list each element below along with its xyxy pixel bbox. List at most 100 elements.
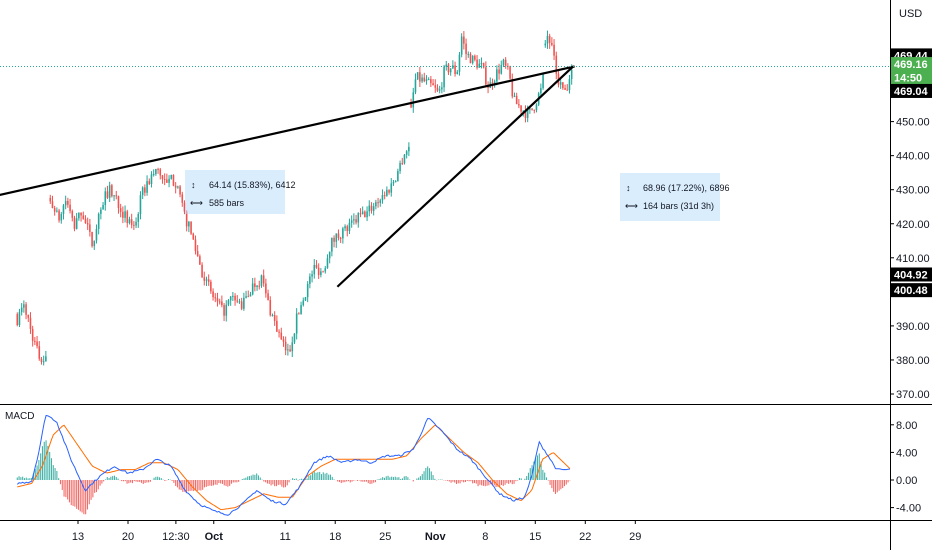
candle-body bbox=[423, 77, 426, 82]
candle-body bbox=[328, 251, 331, 259]
candle-body bbox=[137, 214, 140, 222]
candle-body bbox=[150, 174, 153, 185]
candlestick-series bbox=[16, 30, 573, 366]
time-tick-label: 12:30 bbox=[162, 531, 190, 543]
candle-body bbox=[282, 339, 285, 342]
candle-body bbox=[551, 42, 553, 45]
candle-body bbox=[482, 63, 485, 68]
candle-body bbox=[320, 271, 322, 275]
range-icon: ↕ bbox=[191, 180, 196, 190]
candle-body bbox=[25, 304, 27, 315]
candle-body bbox=[434, 85, 437, 88]
candle-body bbox=[108, 185, 111, 198]
candle-body bbox=[130, 219, 133, 225]
candle-body bbox=[342, 228, 344, 239]
candle-body bbox=[529, 108, 531, 110]
candle-body bbox=[152, 174, 155, 176]
candle-body bbox=[566, 89, 569, 91]
candle-body bbox=[388, 189, 390, 193]
candle-body bbox=[355, 219, 357, 223]
candle-body bbox=[533, 109, 536, 111]
candle-body bbox=[445, 64, 448, 67]
candle-body bbox=[456, 71, 459, 75]
candle-body bbox=[243, 297, 245, 309]
time-tick-label: 29 bbox=[629, 531, 641, 543]
candle-body bbox=[544, 43, 547, 46]
macd-signal-line bbox=[17, 424, 571, 511]
candle-body bbox=[467, 53, 470, 55]
candle-body bbox=[386, 189, 388, 196]
candle-body bbox=[144, 187, 146, 193]
candle-body bbox=[298, 313, 300, 315]
candle-body bbox=[372, 206, 375, 211]
candle-body bbox=[471, 55, 474, 64]
candle-body bbox=[234, 295, 236, 301]
candle-body bbox=[511, 78, 514, 97]
candle-body bbox=[265, 283, 267, 294]
candle-body bbox=[357, 213, 360, 223]
candle-body bbox=[75, 218, 78, 229]
candle-body bbox=[474, 55, 476, 60]
candle-body bbox=[460, 36, 463, 55]
candle-body bbox=[111, 185, 113, 197]
candle-body bbox=[29, 317, 32, 329]
candle-body bbox=[51, 201, 54, 208]
candle-body bbox=[269, 300, 272, 316]
candle-body bbox=[247, 296, 250, 298]
candle-body bbox=[394, 181, 397, 183]
candle-body bbox=[159, 169, 162, 176]
candle-body bbox=[559, 82, 562, 85]
time-tick-label: 8 bbox=[482, 531, 488, 543]
candle-body bbox=[485, 67, 487, 85]
currency-label[interactable]: USD bbox=[899, 8, 922, 20]
candle-body bbox=[383, 195, 386, 197]
candle-body bbox=[183, 202, 186, 212]
candle-body bbox=[496, 69, 498, 82]
candle-body bbox=[315, 264, 318, 268]
candle-body bbox=[106, 191, 109, 198]
candle-body bbox=[122, 211, 124, 218]
candle-body bbox=[69, 204, 71, 212]
candle-body bbox=[348, 222, 351, 231]
trendline-upper[interactable] bbox=[0, 65, 575, 198]
candle-body bbox=[170, 174, 173, 179]
candle-body bbox=[216, 298, 219, 302]
measurement-boxes[interactable]: ↕ 64.14 (15.83%), 6412 ⟷ 585 bars ↕ 68.96 (17… bbox=[185, 170, 730, 221]
candle-body bbox=[163, 178, 166, 180]
candle-body bbox=[375, 202, 377, 207]
candle-body bbox=[188, 221, 190, 227]
candle-body bbox=[392, 182, 395, 184]
trendline-rising[interactable] bbox=[336, 65, 574, 288]
candle-body bbox=[309, 276, 311, 284]
candle-body bbox=[168, 178, 170, 183]
price-tick-label: 390.00 bbox=[896, 321, 930, 333]
candle-body bbox=[232, 295, 234, 297]
candle-body bbox=[80, 212, 82, 216]
time-tick-label: 15 bbox=[529, 531, 541, 543]
candle-body bbox=[531, 108, 533, 110]
candle-body bbox=[476, 59, 478, 68]
candle-body bbox=[181, 194, 184, 203]
candle-body bbox=[317, 267, 320, 275]
candle-body bbox=[64, 200, 67, 206]
candle-body bbox=[419, 72, 421, 82]
measurement-range-label: 68.96 (17.22%), 6896 bbox=[643, 183, 730, 193]
measurement-bars-label: 164 bars (31d 3h) bbox=[643, 201, 714, 211]
candle-body bbox=[196, 251, 199, 257]
price-tick-label: 380.00 bbox=[896, 355, 930, 367]
time-tick-label: 18 bbox=[329, 531, 341, 543]
candle-body bbox=[300, 305, 302, 314]
trendlines[interactable] bbox=[0, 65, 575, 288]
range-icon: ↕ bbox=[626, 183, 631, 193]
measurement-box[interactable] bbox=[620, 173, 720, 221]
price-badge bbox=[891, 283, 932, 298]
candle-body bbox=[82, 215, 85, 219]
candle-body bbox=[185, 211, 188, 227]
candle-body bbox=[540, 88, 542, 94]
candle-body bbox=[117, 196, 120, 209]
candle-body bbox=[311, 274, 313, 277]
measurement-box[interactable] bbox=[185, 170, 285, 214]
candle-body bbox=[227, 300, 230, 305]
candle-body bbox=[139, 195, 142, 215]
